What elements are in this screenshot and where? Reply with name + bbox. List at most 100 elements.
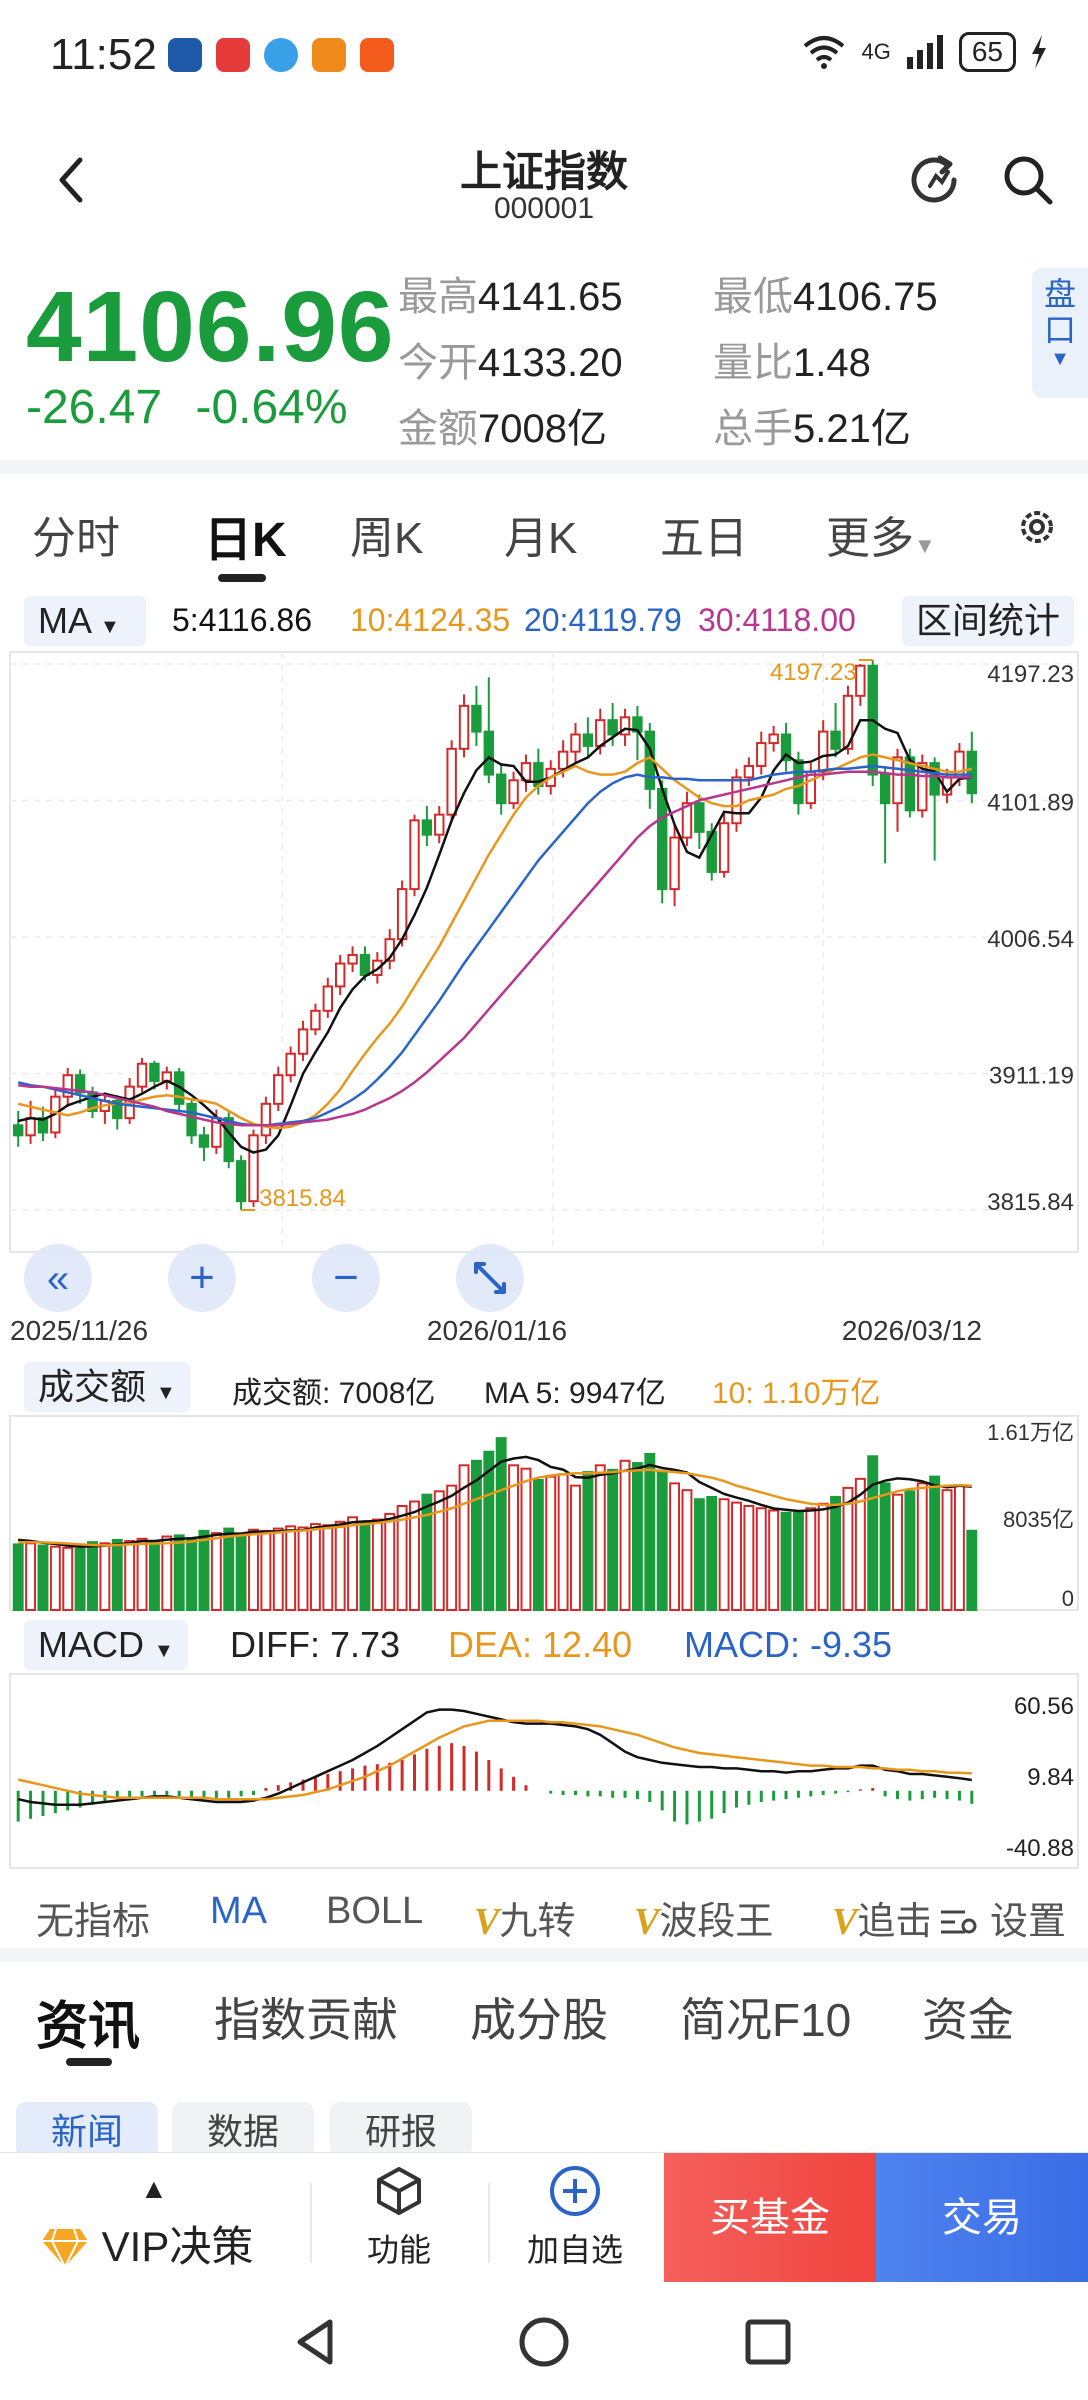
volume-bar [916,1482,928,1611]
range-stats-button[interactable]: 区间统计 [901,596,1074,646]
candlestick-chart[interactable]: 4197.23 4101.89 4006.54 3911.19 3815.84 2025… [0,650,1088,1350]
add-watchlist-button[interactable]: 加自选 [510,2163,640,2271]
volume-bar [768,1509,780,1611]
candle-body [842,694,854,750]
indicator-nine[interactable]: V九转 [474,1890,575,1945]
volume-legend: 成交额 ▼ 成交额: 7008亿 MA 5: 9947亿 10: 1.10万亿 [0,1362,1088,1414]
ma-line-ma30 [18,770,972,1127]
volume-ma10: 10: 1.10万亿 [712,1377,881,1410]
candle [619,708,631,746]
candle [718,811,730,878]
candle [458,694,470,758]
back-icon[interactable] [50,150,90,210]
fullscreen-button[interactable] [456,1244,524,1312]
subtab-news[interactable]: 新闻 [16,2102,158,2158]
indicator-wave[interactable]: V波段王 [634,1890,773,1945]
indicator-ma[interactable]: MA [210,1890,267,1932]
candle [409,814,420,897]
status-time: 11:52 [50,30,157,79]
candle [421,806,433,847]
trade-button[interactable]: 交易 [876,2153,1088,2283]
indicator-chase[interactable]: V追击 [832,1890,933,1945]
volume-bar [867,1455,879,1612]
network-label: 4G [861,39,891,64]
candle-body [830,730,841,750]
gear-icon[interactable] [1014,504,1060,550]
macd-chart[interactable]: 60.56 9.84 -40.88 [0,1672,1088,1872]
tab-news[interactable]: 资讯 [36,1998,141,2056]
x-tick-label: 2025/11/26 [10,1315,148,1346]
indicator-settings[interactable]: 设置 [929,1890,1066,1945]
indicator-none[interactable]: 无指标 [36,1901,151,1943]
tab-overview-f10[interactable]: 简况F10 [680,1994,852,2046]
candle [173,1068,185,1113]
tab-five-day[interactable]: 五日 [660,514,748,563]
volume-selector[interactable]: 成交额 ▼ [24,1362,190,1412]
chart-frame [9,1415,1079,1611]
search-icon[interactable] [998,150,1058,210]
candle-body [248,1134,259,1203]
volume-bar [198,1529,210,1611]
volume-bar [570,1484,581,1611]
ma-line-ma10 [17,753,973,1130]
candle [582,717,594,758]
tab-constituents[interactable]: 成分股 [470,1994,608,2046]
tab-weekly-k[interactable]: 周K [350,514,424,563]
candle [347,946,358,973]
y-tick-label: 4101.89 [987,790,1074,817]
stat-label: 最低 [713,275,793,319]
recents-square-icon[interactable] [738,2312,798,2372]
tab-funds[interactable]: 资金 [922,1994,1014,2046]
divider [0,460,1088,474]
candle-body [731,776,742,825]
volume-bar [693,1498,705,1611]
subtab-research[interactable]: 研报 [330,2102,472,2158]
tab-monthly-k[interactable]: 月K [504,514,578,563]
stat-label: 总手 [713,407,793,451]
macd-y-axis: 60.56 9.84 -40.88 [1006,1693,1074,1862]
stat-label: 量比 [713,341,793,385]
y-tick-label: 60.56 [1014,1693,1074,1720]
volume-bar [941,1489,953,1611]
candle-body [446,747,457,816]
volume-bar [718,1498,730,1611]
back-triangle-icon[interactable] [286,2312,346,2372]
tab-timeshare[interactable]: 分时 [32,514,120,563]
y-tick-label: 4197.23 [987,661,1074,688]
tab-daily-k[interactable]: 日K [204,514,287,567]
volume-bar [520,1467,532,1612]
candle [12,1110,24,1147]
candle-body [409,819,420,891]
indicator-boll[interactable]: BOLL [326,1890,424,1932]
indicator-chase-label: 追击 [857,1901,934,1943]
function-button[interactable]: 功能 [334,2163,464,2271]
candle [768,725,779,752]
candle [842,685,854,755]
vip-decision-button[interactable]: ▲ VIP决策 [40,2173,253,2274]
refresh-icon[interactable] [906,150,966,210]
tab-more[interactable]: 更多▼ [826,502,936,566]
volume-bar [62,1546,74,1611]
volume-bar [966,1529,978,1611]
scroll-left-button[interactable]: « [24,1244,92,1312]
order-book-button[interactable]: 盘口 ▼ [1032,268,1088,398]
volume-bar [248,1528,259,1611]
volume-bar [619,1459,631,1611]
candle [966,731,978,804]
app-notification-icon [312,38,346,72]
tab-index-contribution[interactable]: 指数贡献 [214,1994,398,2046]
zoom-out-button[interactable]: − [312,1244,380,1312]
volume-chart[interactable]: 1.61万亿 8035亿 0 [0,1414,1088,1614]
macd-dea-line [17,1719,972,1801]
volume-bar [483,1450,495,1611]
subtab-data[interactable]: 数据 [172,2102,314,2158]
home-circle-icon[interactable] [514,2312,574,2372]
volume-bar [384,1512,396,1611]
candle-body [136,1062,148,1088]
candle [62,1068,73,1107]
zoom-in-button[interactable]: + [168,1244,236,1312]
macd-selector[interactable]: MACD ▼ [24,1620,188,1670]
buy-fund-button[interactable]: 买基金 [664,2153,876,2283]
ma-selector[interactable]: MA ▼ [24,596,146,646]
change-percent: -0.64% [195,381,348,434]
